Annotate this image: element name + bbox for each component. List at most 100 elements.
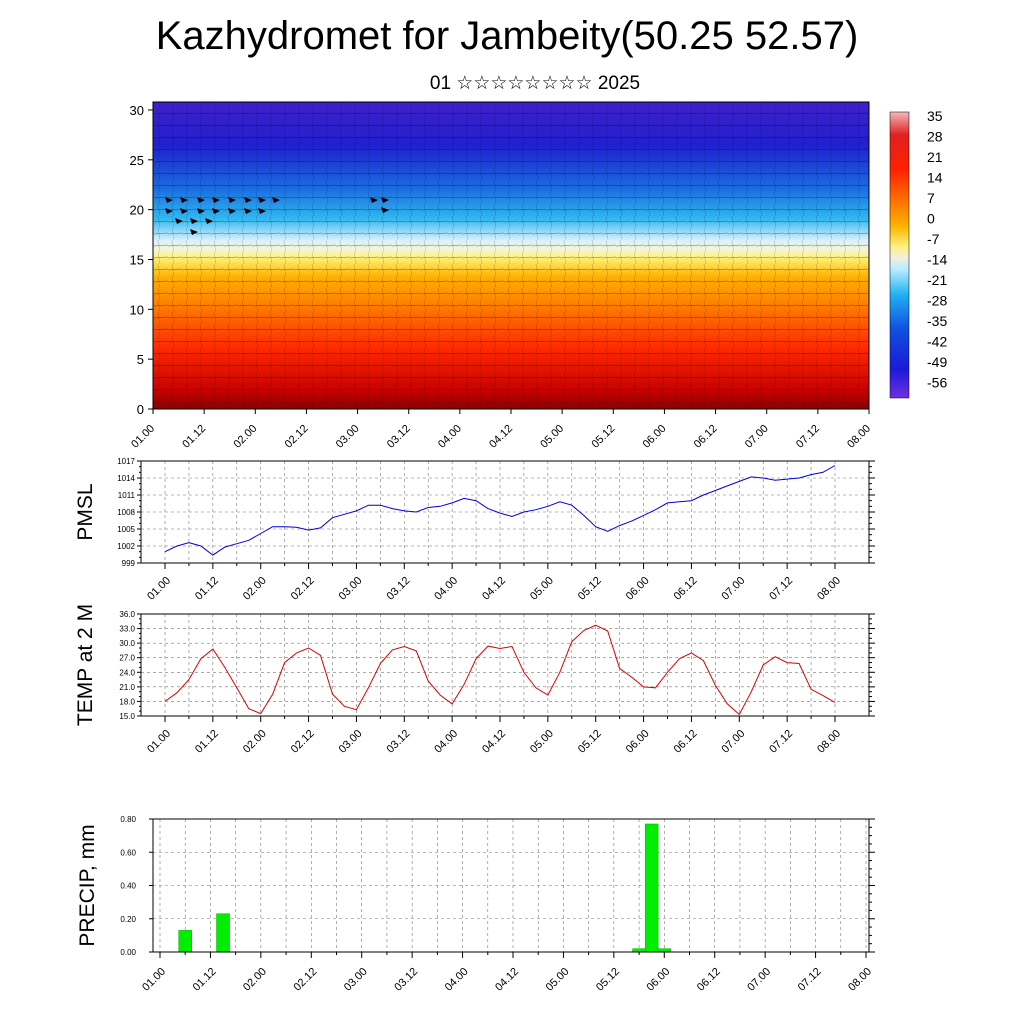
precip-panel: 0.00 0.20 0.40 0.60 0.80 01.00 01.12 02.00 02.12… <box>76 815 875 994</box>
y-tick-label: 0.00 <box>120 948 136 957</box>
y-tick-label: 1017 <box>117 457 135 466</box>
wind-barb-flag <box>180 197 188 203</box>
temp-series-line <box>164 624 836 716</box>
x-tick-label: 04.12 <box>480 728 508 756</box>
wind-barb-flag <box>165 208 173 214</box>
wind-field-lines <box>153 102 869 409</box>
y-tick-label: 25 <box>130 153 144 168</box>
x-tick-label: 03.00 <box>337 728 365 756</box>
colorbar-label: -28 <box>927 293 947 309</box>
wind-barb-flag <box>190 229 198 235</box>
x-tick-label: 07.12 <box>794 423 822 451</box>
x-tick-label: 07.12 <box>767 575 795 603</box>
y-tick-label: 21.0 <box>119 683 135 692</box>
wind-barb-flag <box>197 208 205 214</box>
x-tick-label: 02.12 <box>291 966 319 994</box>
y-tick-label: 27.0 <box>119 654 135 663</box>
x-tick-label: 03.00 <box>334 423 362 451</box>
colorbar-label: -35 <box>927 313 947 329</box>
x-tick-label: 07.12 <box>796 966 824 994</box>
colorbar-label: 14 <box>927 170 943 186</box>
x-tick-label: 01.12 <box>193 575 221 603</box>
x-tick-label: 08.00 <box>846 966 874 994</box>
y-tick-label: 1002 <box>117 542 135 551</box>
x-tick-label: 01.00 <box>140 966 168 994</box>
wind-barb-flag <box>228 197 236 203</box>
x-tick-label: 04.12 <box>487 423 515 451</box>
x-tick-label: 07.00 <box>719 728 747 756</box>
x-tick-label: 06.00 <box>644 966 672 994</box>
wind-barb-flag <box>212 197 220 203</box>
x-tick-label: 03.12 <box>392 966 420 994</box>
x-tick-label: 03.00 <box>337 575 365 603</box>
y-tick-label: 36.0 <box>119 610 135 619</box>
x-tick-label: 08.00 <box>815 575 843 603</box>
x-tick-label: 07.00 <box>719 575 747 603</box>
wind-barb-flag <box>381 197 389 203</box>
y-tick-label: 0.60 <box>120 848 136 857</box>
colorbar-label: -49 <box>927 354 947 370</box>
x-tick-label: 04.00 <box>432 728 460 756</box>
colorbar-label: 35 <box>927 108 943 124</box>
colorbar-label: -21 <box>927 272 947 288</box>
y-tick-label: 0.80 <box>120 815 136 824</box>
colorbar-label: -14 <box>927 252 947 268</box>
x-tick-label: 02.12 <box>289 728 317 756</box>
x-tick-label: 06.12 <box>672 575 700 603</box>
x-tick-label: 05.12 <box>589 423 617 451</box>
pmsl-series-line <box>164 465 836 556</box>
y-tick-label: 15.0 <box>119 712 135 721</box>
x-tick-label: 03.00 <box>342 966 370 994</box>
wind-barb-flag <box>228 208 236 214</box>
x-tick-label: 01.00 <box>145 575 173 603</box>
wind-barb-flag <box>370 197 378 203</box>
x-tick-label: 04.00 <box>443 966 471 994</box>
sub-title: 01 ☆☆☆☆☆☆☆☆ 2025 <box>429 73 641 94</box>
precip-bar <box>644 823 659 953</box>
x-tick-label: 08.00 <box>815 728 843 756</box>
colorbar <box>889 111 910 399</box>
x-tick-label: 06.12 <box>692 423 720 451</box>
x-tick-label: 04.00 <box>432 575 460 603</box>
colorbar-label: 28 <box>927 129 943 145</box>
x-tick-label: 06.00 <box>641 423 669 451</box>
x-tick-label: 05.12 <box>576 575 604 603</box>
main-title: Kazhydromet for Jambeity(50.25 52.57) <box>155 14 859 58</box>
y-tick-label: 33.0 <box>119 625 135 634</box>
x-tick-label: 04.00 <box>436 423 464 451</box>
x-tick-label: 05.00 <box>528 728 556 756</box>
plot-frame <box>140 613 870 717</box>
wind-barb-flag <box>175 218 183 224</box>
wind-barb-flag <box>190 218 198 224</box>
x-tick-label: 01.00 <box>145 728 173 756</box>
x-tick-label: 07.12 <box>767 728 795 756</box>
x-tick-label: 05.00 <box>528 575 556 603</box>
x-tick-label: 07.00 <box>745 966 773 994</box>
precip-bar <box>216 913 230 953</box>
x-tick-label: 05.00 <box>544 966 572 994</box>
x-tick-label: 06.00 <box>624 728 652 756</box>
colorbar-label: -56 <box>927 375 947 391</box>
x-tick-label: 02.00 <box>231 423 259 451</box>
x-tick-label: 06.00 <box>624 575 652 603</box>
y-tick-label: 999 <box>122 559 136 568</box>
y-tick-label: 1014 <box>117 474 135 483</box>
wind-barb-flag <box>272 197 280 203</box>
y-axis-label: PMSL <box>74 483 97 540</box>
x-tick-label: 01.12 <box>193 728 221 756</box>
y-tick-label: 1011 <box>118 491 136 500</box>
wind-barb-flag <box>244 197 252 203</box>
wind-barb-flag <box>258 197 266 203</box>
y-tick-label: 1005 <box>117 525 135 534</box>
x-tick-label: 07.00 <box>743 423 771 451</box>
wind-barb-flag <box>244 208 252 214</box>
x-tick-label: 05.00 <box>538 423 566 451</box>
y-tick-label: 20 <box>130 203 144 218</box>
y-tick-label: 30 <box>130 103 144 118</box>
x-tick-label: 05.12 <box>594 966 622 994</box>
wind-barb-flag <box>205 218 213 224</box>
colorbar-label: 7 <box>927 190 935 206</box>
x-tick-label: 02.12 <box>283 423 311 451</box>
